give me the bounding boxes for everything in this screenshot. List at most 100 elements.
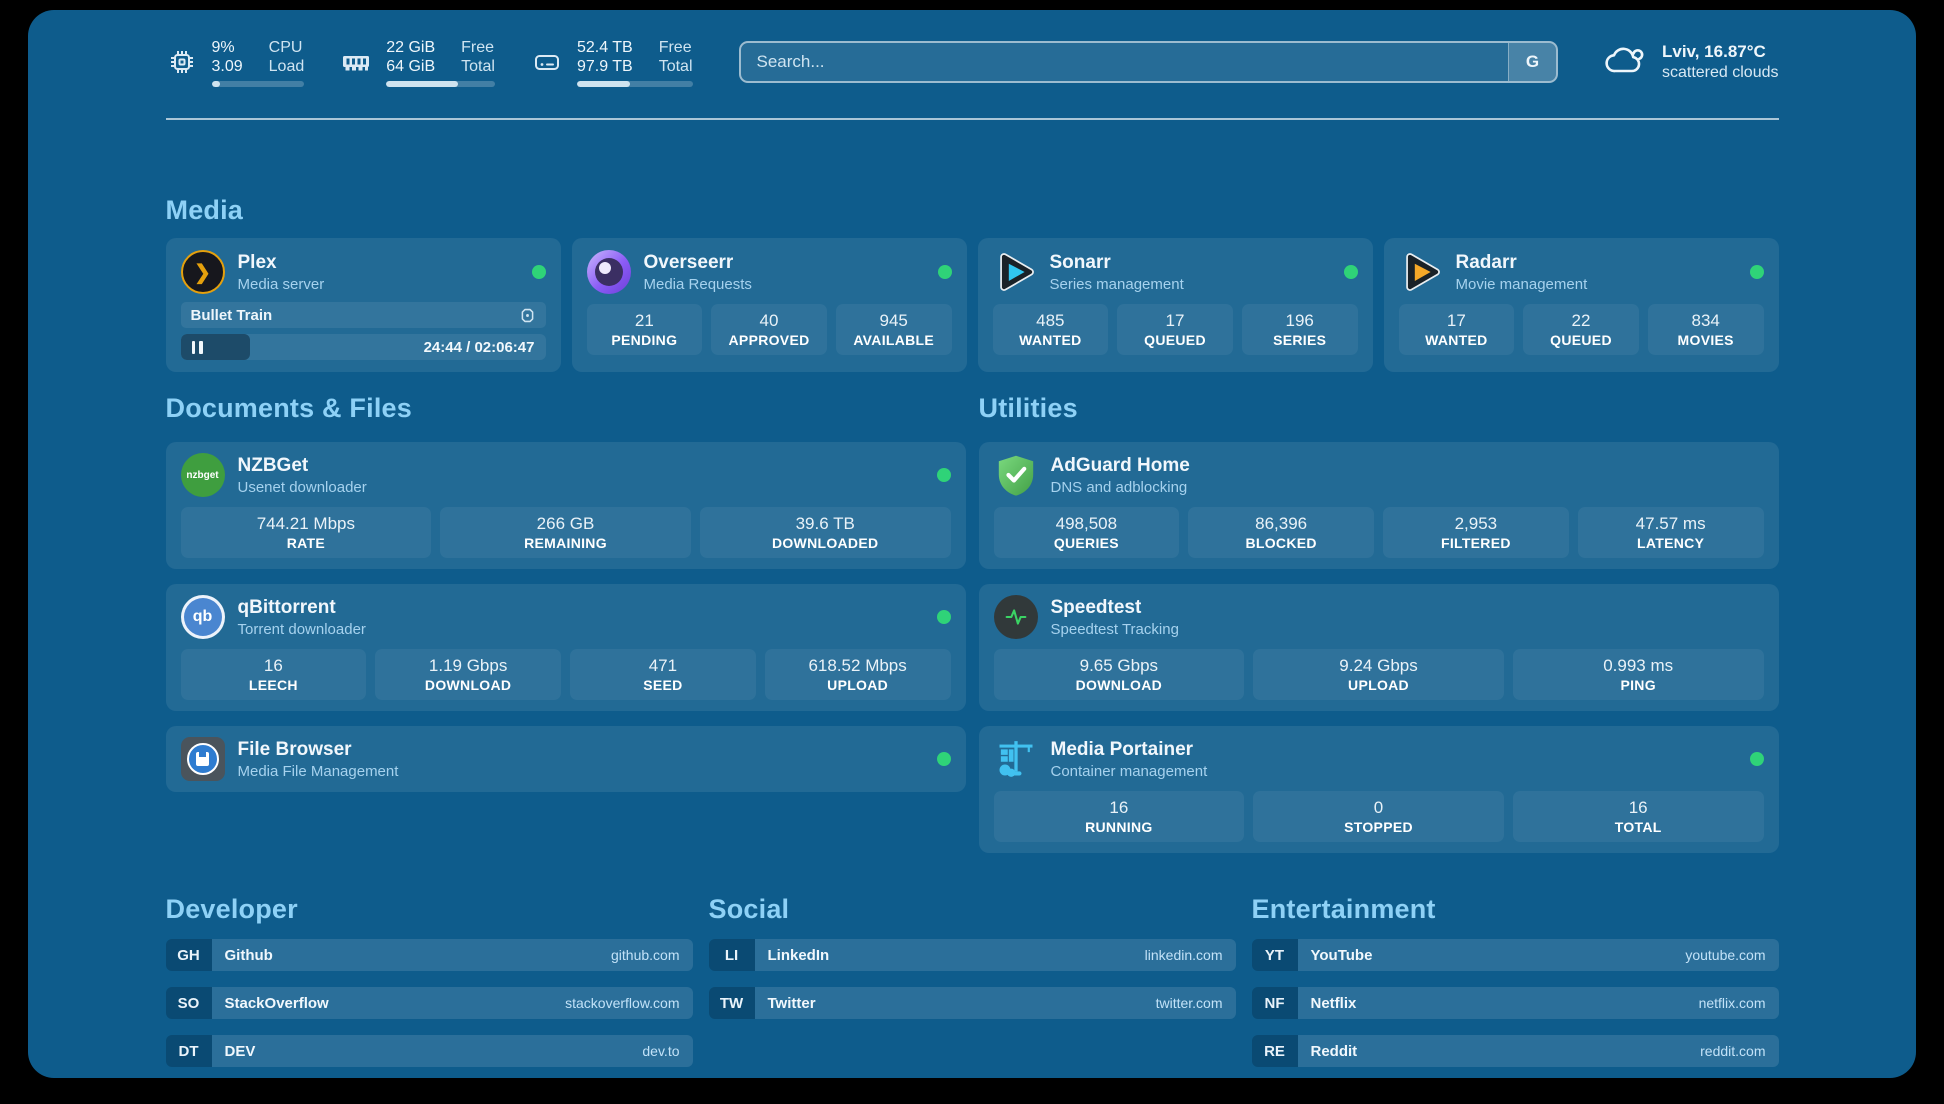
stat-label: SERIES — [1273, 332, 1327, 348]
nzbget-titles: NZBGet Usenet downloader — [238, 454, 367, 497]
status-dot — [1749, 265, 1764, 279]
stat-value: 16 — [263, 656, 283, 675]
link-body: DEV dev.to — [211, 1035, 693, 1067]
section-entertainment: Entertainment YT YouTube youtube.com NF … — [1251, 893, 1779, 1067]
app-title: AdGuard Home — [1050, 454, 1190, 476]
stat-box: 2,953 FILTERED — [1383, 507, 1569, 558]
link-name: Twitter — [767, 994, 816, 1012]
stat-box: 0.993 ms PING — [1512, 649, 1764, 700]
disk-total-value: 97.9 TB — [576, 57, 633, 75]
search-engine-button[interactable]: G — [1507, 43, 1556, 81]
link-url: github.com — [611, 947, 680, 963]
file-browser-card-header: File Browser Media File Management — [180, 737, 951, 781]
playback-progress-bar[interactable]: 24:44 / 02:06:47 — [180, 334, 546, 360]
playback-time: 24:44 / 02:06:47 — [423, 338, 535, 356]
search-input[interactable] — [740, 43, 1508, 81]
app-card-speedtest[interactable]: Speedtest Speedtest Tracking 9.65 Gbps D… — [978, 584, 1779, 711]
link-body: Github github.com — [211, 939, 693, 971]
stat-value: 39.6 TB — [795, 514, 855, 533]
stat-box: 16 TOTAL — [1512, 791, 1764, 842]
stat-box: 86,396 BLOCKED — [1188, 507, 1374, 558]
stat-value: 618.52 Mbps — [808, 656, 907, 675]
stat-value: 196 — [1285, 311, 1314, 330]
app-card-file-browser[interactable]: File Browser Media File Management — [165, 726, 966, 792]
ram-progress-fill — [386, 80, 458, 87]
stat-value: 0.993 ms — [1603, 656, 1674, 675]
status-dot — [936, 610, 951, 624]
system-stats: 9% 3.09 CPU Load — [166, 38, 693, 87]
link-youtube[interactable]: YT YouTube youtube.com — [1251, 939, 1779, 971]
weather-condition: scattered clouds — [1661, 64, 1779, 81]
app-card-sonarr[interactable]: Sonarr Series management 485 WANTED 17 Q… — [977, 238, 1373, 372]
link-reddit[interactable]: RE Reddit reddit.com — [1251, 1035, 1779, 1067]
stat-value: 9.65 Gbps — [1079, 656, 1159, 675]
stat-box: 945 AVAILABLE — [835, 304, 952, 355]
disk-total-label: Total — [658, 57, 693, 75]
stat-label: DOWNLOADED — [771, 535, 879, 551]
file-browser-icon — [180, 737, 225, 781]
stat-label: REMAINING — [524, 535, 607, 551]
stat-label: WANTED — [1425, 332, 1488, 348]
status-dot — [937, 265, 952, 279]
portainer-card-header: Media Portainer Container management — [994, 737, 1764, 781]
app-title: Media Portainer — [1050, 738, 1194, 760]
stat-box: 9.24 Gbps UPLOAD — [1253, 649, 1504, 700]
link-twitter[interactable]: TW Twitter twitter.com — [708, 987, 1236, 1019]
app-subtitle: Media File Management — [237, 762, 399, 780]
nzbget-stats: 744.21 Mbps RATE 266 GB REMAINING 39.6 T… — [180, 507, 951, 558]
app-subtitle: Media server — [237, 275, 325, 293]
stat-box: 39.6 TB DOWNLOADED — [699, 507, 951, 558]
app-card-adguard-home[interactable]: AdGuard Home DNS and adblocking 498,508 … — [978, 442, 1779, 569]
pause-icon[interactable] — [191, 340, 203, 354]
link-abbr: GH — [165, 939, 212, 971]
stat-label: QUERIES — [1053, 535, 1119, 551]
stat-label: LATENCY — [1637, 535, 1705, 551]
app-title: NZBGet — [237, 454, 309, 476]
stat-label: PENDING — [611, 332, 678, 348]
media-grid: ❯ Plex Media server Bullet Train — [165, 238, 1779, 372]
stat-box: 485 WANTED — [992, 304, 1109, 355]
ram-free-label: Free — [461, 38, 495, 56]
speedtest-card-header: Speedtest Speedtest Tracking — [993, 595, 1764, 639]
ram-stat-body: 22 GiB 64 GiB Free Total — [386, 38, 495, 87]
link-dev[interactable]: DT DEV dev.to — [165, 1035, 693, 1067]
link-stackoverflow[interactable]: SO StackOverflow stackoverflow.com — [165, 987, 693, 1019]
app-card-radarr[interactable]: Radarr Movie management 17 WANTED 22 QUE… — [1383, 238, 1779, 372]
now-playing-title: Bullet Train — [190, 306, 273, 324]
stat-value: 834 — [1691, 311, 1720, 330]
disk-free-value: 52.4 TB — [576, 38, 633, 56]
radarr-stats: 17 WANTED 22 QUEUED 834 MOVIES — [1398, 304, 1764, 355]
overseerr-stats: 21 PENDING 40 APPROVED 945 AVAILABLE — [586, 304, 952, 355]
app-card-qbittorrent[interactable]: qb qBittorrent Torrent downloader 16 — [165, 584, 966, 711]
link-abbr: LI — [708, 939, 755, 971]
link-netflix[interactable]: NF Netflix netflix.com — [1251, 987, 1779, 1019]
link-linkedin[interactable]: LI LinkedIn linkedin.com — [708, 939, 1236, 971]
link-abbr: DT — [165, 1035, 212, 1067]
app-card-media-portainer[interactable]: Media Portainer Container management 16 … — [978, 726, 1779, 853]
cpu-usage-label: CPU — [268, 38, 303, 56]
cpu-load-value: 3.09 — [211, 57, 243, 75]
stat-box: 196 SERIES — [1241, 304, 1358, 355]
stat-label: QUEUED — [1550, 332, 1612, 348]
app-subtitle: Container management — [1050, 762, 1208, 780]
link-name: Netflix — [1310, 994, 1357, 1012]
cloud-icon — [1605, 47, 1644, 73]
link-name: LinkedIn — [767, 946, 830, 964]
stat-box: 471 SEED — [570, 649, 756, 700]
disk-progress-fill — [576, 80, 631, 87]
overseerr-icon — [586, 250, 631, 294]
link-url: reddit.com — [1700, 1043, 1766, 1059]
app-card-overseerr[interactable]: Overseerr Media Requests 21 PENDING 40 A… — [571, 238, 967, 372]
qbittorrent-stats: 16 LEECH 1.19 Gbps DOWNLOAD 471 SEED — [180, 649, 951, 700]
weather-widget[interactable]: Lviv, 16.87°C scattered clouds — [1604, 40, 1779, 84]
app-card-plex[interactable]: ❯ Plex Media server Bullet Train — [165, 238, 561, 372]
stat-label: FILTERED — [1440, 535, 1511, 551]
app-card-nzbget[interactable]: nzbget NZBGet Usenet downloader 744.21 M… — [165, 442, 966, 569]
link-body: StackOverflow stackoverflow.com — [211, 987, 693, 1019]
stat-box: 834 MOVIES — [1647, 304, 1764, 355]
stat-label: AVAILABLE — [853, 332, 935, 348]
stat-label: LEECH — [248, 677, 298, 693]
app-title: Sonarr — [1049, 251, 1111, 273]
stat-box: 17 WANTED — [1398, 304, 1515, 355]
link-github[interactable]: GH Github github.com — [165, 939, 693, 971]
